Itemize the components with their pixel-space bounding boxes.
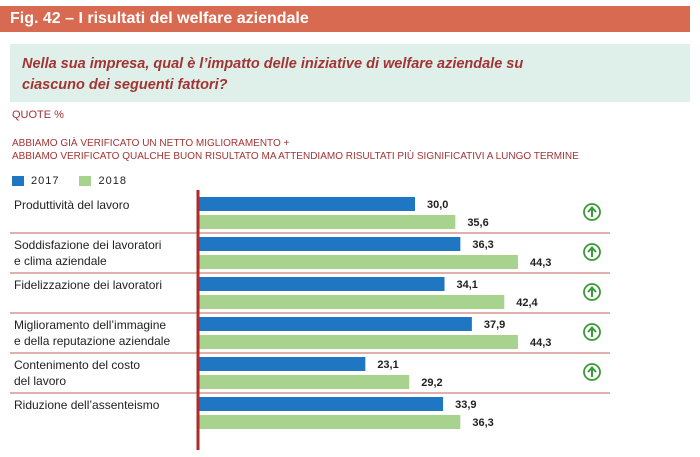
category-label: e clima aziendale	[14, 254, 107, 268]
arrow-up-icon	[587, 365, 597, 377]
trend-up-icon	[583, 243, 601, 261]
bar-2018	[199, 215, 456, 229]
trend-up-icon	[583, 323, 601, 341]
bar-2017	[199, 237, 461, 251]
category-label: Miglioramento dell’immagine	[14, 318, 166, 332]
bar-2017	[199, 277, 445, 291]
category-label: Fidelizzazione dei lavoratori	[14, 278, 162, 292]
arrow-up-icon	[587, 245, 597, 257]
speech-bubble-tail	[605, 44, 690, 102]
data-label-2018: 36,3	[472, 417, 493, 429]
category-label: Contenimento del costo	[14, 358, 140, 372]
survey-question: Nella sua impresa, qual è l’impatto dell…	[22, 56, 524, 93]
data-label-2017: 37,9	[484, 319, 505, 331]
category-label: Soddisfazione dei lavoratori	[14, 238, 161, 252]
category-label: e della reputazione aziendale	[14, 334, 170, 348]
category-label: Produttività del lavoro	[14, 198, 130, 212]
data-label-2017: 23,1	[377, 359, 398, 371]
trend-up-icon	[583, 203, 601, 221]
quote-label: QUOTE %	[12, 109, 64, 121]
data-label-2018: 44,3	[530, 337, 551, 349]
legend-swatch-2018	[79, 176, 92, 186]
arrow-up-icon	[587, 285, 597, 297]
legend-label-2017: 2017	[31, 175, 60, 187]
arrow-up-icon	[587, 325, 597, 337]
trend-up-icon	[583, 363, 601, 381]
data-label-2017: 36,3	[472, 239, 493, 251]
bar-2017	[199, 197, 415, 211]
data-label-2017: 30,0	[427, 199, 448, 211]
data-label-2017: 34,1	[457, 279, 478, 291]
figure-header-bar: Fig. 42 – I risultati del welfare aziend…	[0, 6, 690, 32]
bar-2017	[199, 357, 366, 371]
bar-2017	[199, 317, 472, 331]
arrow-up-icon	[587, 205, 597, 217]
category-label: del lavoro	[14, 374, 66, 388]
data-label-2018: 42,4	[516, 297, 538, 309]
data-label-2018: 35,6	[467, 217, 488, 229]
bar-chart: Produttività del lavoro 30,0 35,6 Soddisfaz…	[10, 190, 610, 450]
question-bubble	[10, 44, 605, 102]
bar-2018	[199, 255, 518, 269]
category-label: Riduzione dell’assenteismo	[14, 398, 160, 412]
subtitle-line-2: ABBIAMO VERIFICATO QUALCHE BUON RISULTAT…	[12, 151, 579, 162]
trend-up-icon	[583, 283, 601, 301]
data-label-2017: 33,9	[455, 399, 476, 411]
chart-subtitle: ABBIAMO GIÀ VERIFICATO UN NETTO MIGLIORA…	[12, 137, 579, 163]
legend-label-2018: 2018	[98, 175, 127, 187]
data-label-2018: 29,2	[421, 377, 442, 389]
figure-title: Fig. 42 – I risultati del welfare aziend…	[10, 10, 309, 27]
subtitle-line-1: ABBIAMO GIÀ VERIFICATO UN NETTO MIGLIORA…	[12, 138, 290, 149]
bar-2018	[199, 415, 461, 429]
data-label-2018: 44,3	[530, 257, 551, 269]
bar-2018	[199, 295, 505, 309]
chart-legend: 2017 2018	[12, 175, 147, 187]
legend-swatch-2017	[12, 176, 24, 186]
bar-2017	[199, 397, 444, 411]
bar-2018	[199, 335, 518, 349]
bar-2018	[199, 375, 410, 389]
